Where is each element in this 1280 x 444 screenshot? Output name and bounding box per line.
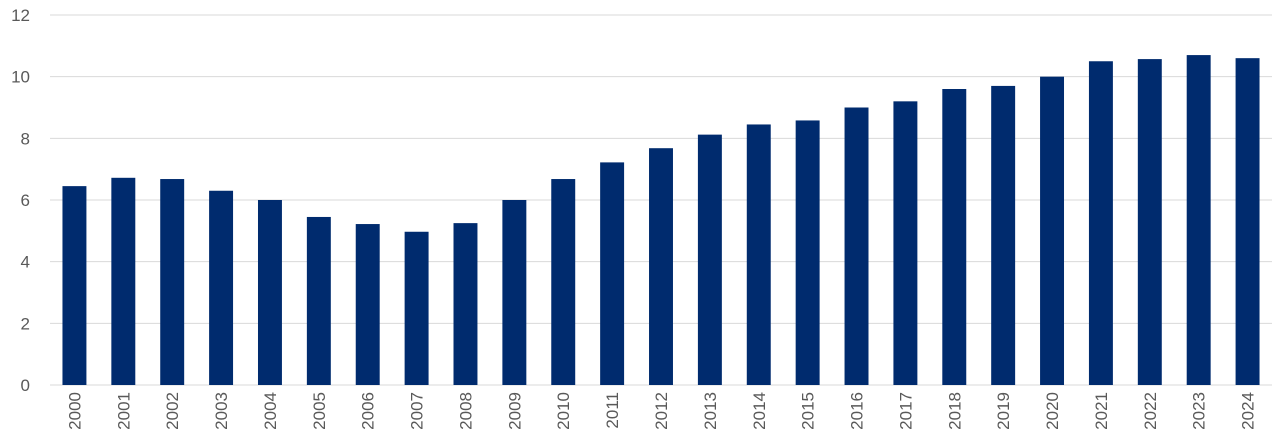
x-tick-label: 2010 bbox=[554, 392, 573, 430]
bar-2016 bbox=[844, 107, 869, 385]
bar-2001 bbox=[111, 177, 136, 385]
y-tick-label: 10 bbox=[11, 68, 30, 87]
bars bbox=[62, 55, 1260, 386]
bar-2014 bbox=[746, 124, 771, 385]
bar-2009 bbox=[502, 200, 527, 385]
y-tick-label: 0 bbox=[21, 376, 30, 395]
y-axis: 0 2 4 6 8 10 12 bbox=[11, 6, 30, 395]
bar-2006 bbox=[355, 224, 380, 385]
y-tick-label: 12 bbox=[11, 6, 30, 25]
x-tick-label: 2023 bbox=[1190, 392, 1209, 430]
x-tick-label: 2002 bbox=[163, 392, 182, 430]
x-tick-label: 2018 bbox=[945, 392, 964, 430]
x-tick-label: 2004 bbox=[261, 392, 280, 430]
y-tick-label: 6 bbox=[21, 191, 30, 210]
x-tick-label: 2013 bbox=[701, 392, 720, 430]
x-tick-label: 2001 bbox=[114, 392, 133, 430]
bar-2008 bbox=[453, 223, 478, 385]
y-tick-label: 2 bbox=[21, 314, 30, 333]
bar-2013 bbox=[697, 134, 722, 385]
x-tick-label: 2012 bbox=[652, 392, 671, 430]
x-tick-label: 2008 bbox=[456, 392, 475, 430]
bar-2010 bbox=[551, 179, 576, 385]
x-tick-label: 2009 bbox=[505, 392, 524, 430]
bar-2019 bbox=[991, 85, 1016, 386]
bar-2012 bbox=[649, 148, 673, 385]
x-tick-label: 2015 bbox=[799, 392, 818, 430]
bar-2024 bbox=[1235, 58, 1260, 386]
x-tick-label: 2011 bbox=[603, 392, 622, 429]
bar-2020 bbox=[1040, 76, 1065, 386]
bar-2002 bbox=[160, 179, 185, 385]
bar-2003 bbox=[209, 190, 234, 385]
x-tick-label: 2014 bbox=[750, 392, 769, 430]
x-tick-label: 2000 bbox=[65, 392, 84, 430]
bar-2015 bbox=[795, 120, 820, 385]
x-tick-label: 2016 bbox=[848, 392, 867, 430]
bar-2005 bbox=[306, 216, 331, 385]
x-tick-label: 2006 bbox=[359, 392, 378, 430]
x-axis: 2000 2001 2002 2003 2004 2005 2006 2007 2008 2009… bbox=[65, 392, 1257, 430]
bar-2000 bbox=[62, 186, 87, 385]
x-tick-label: 2007 bbox=[408, 392, 427, 430]
x-tick-label: 2005 bbox=[310, 392, 329, 430]
y-tick-label: 8 bbox=[21, 129, 30, 148]
x-tick-label: 2019 bbox=[994, 392, 1013, 430]
x-tick-label: 2003 bbox=[212, 392, 231, 430]
bar-2011 bbox=[600, 162, 625, 385]
bar-2023 bbox=[1186, 55, 1211, 385]
y-tick-label: 4 bbox=[21, 253, 30, 272]
x-tick-label: 2020 bbox=[1043, 392, 1062, 430]
bar-2007 bbox=[404, 231, 429, 385]
bar-2021 bbox=[1088, 61, 1113, 385]
x-tick-label: 2021 bbox=[1092, 392, 1111, 430]
x-tick-label: 2017 bbox=[896, 392, 915, 430]
bar-2004 bbox=[257, 200, 282, 385]
bar-2022 bbox=[1137, 59, 1162, 385]
x-tick-label: 2024 bbox=[1239, 392, 1258, 430]
bar-2018 bbox=[942, 89, 967, 385]
bar-2017 bbox=[893, 101, 918, 385]
x-tick-label: 2022 bbox=[1141, 392, 1160, 430]
